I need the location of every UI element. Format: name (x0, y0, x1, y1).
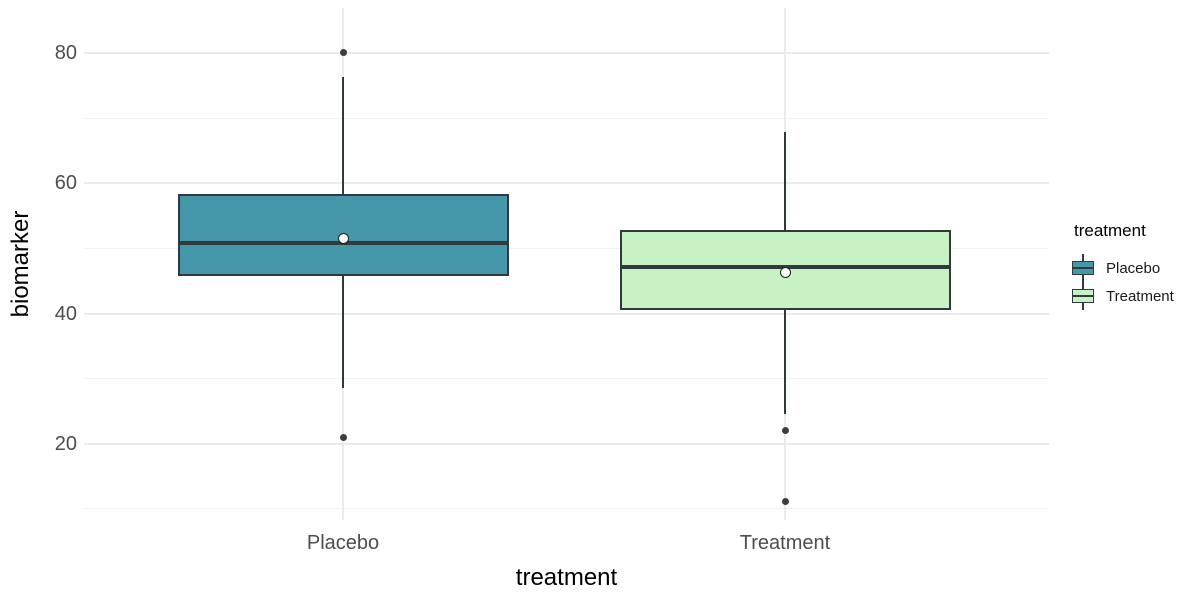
gridline-minor-y-70 (84, 117, 1049, 119)
legend-key-box (1072, 261, 1094, 275)
box-placebo (177, 194, 509, 276)
gridline-minor-y-30 (84, 378, 1049, 380)
gridline-major-y-20 (84, 442, 1049, 445)
plot-panel (84, 8, 1049, 520)
legend-key-median (1073, 294, 1093, 297)
legend-key-whisker-bottom (1082, 303, 1084, 310)
legend-key-whisker-top (1082, 254, 1084, 261)
y-tick-label-80: 80 (54, 41, 77, 64)
gridline-major-y-80 (84, 51, 1049, 54)
x-axis-title: treatment (515, 564, 618, 591)
outlier-point-treatment (781, 427, 789, 435)
legend-key-box (1072, 289, 1094, 303)
mean-point-placebo (337, 233, 349, 245)
legend-key-whisker-bottom (1082, 275, 1084, 282)
x-tick-label-placebo: Placebo (306, 532, 380, 554)
legend-key-median (1073, 266, 1093, 269)
y-tick-label-40: 40 (54, 302, 77, 325)
gridline-major-y-60 (84, 182, 1049, 185)
legend-label: Treatment (1106, 287, 1174, 305)
legend-title: treatment (1074, 221, 1146, 240)
mean-point-treatment (779, 267, 791, 278)
legend-entry-treatment: Treatment (1072, 282, 1198, 310)
legend: treatment Placebo Treatment (1072, 221, 1198, 310)
legend-key-boxplot-icon (1072, 254, 1094, 282)
outlier-point-placebo (339, 49, 347, 57)
gridline-major-y-40 (84, 312, 1049, 315)
legend-entry-placebo: Placebo (1072, 254, 1198, 282)
outlier-point-placebo (339, 433, 347, 441)
legend-label: Placebo (1106, 259, 1161, 277)
y-tick-label-20: 20 (54, 432, 77, 455)
legend-key-boxplot-icon (1072, 282, 1094, 310)
x-tick-label-treatment: Treatment (739, 532, 831, 554)
gridline-minor-y-10 (84, 508, 1049, 510)
gridline-minor-y-50 (84, 247, 1049, 249)
outlier-point-treatment (781, 497, 789, 505)
legend-key-whisker-top (1082, 282, 1084, 289)
y-tick-label-60: 60 (54, 172, 77, 195)
